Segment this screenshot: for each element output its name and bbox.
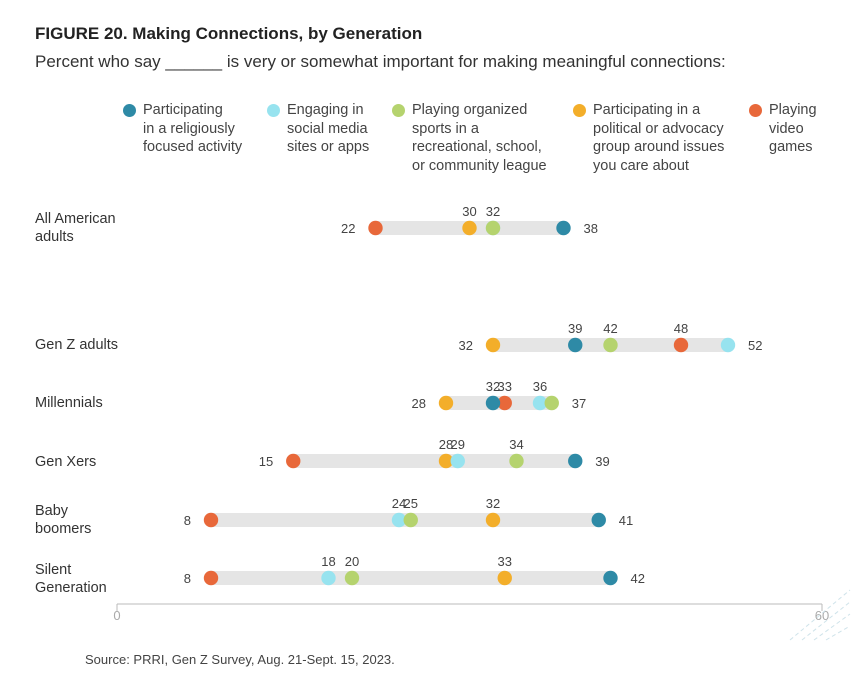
dot-social [720, 337, 736, 353]
data-label-political: 28 [439, 437, 453, 452]
row-label-gen-xers: Gen Xers [35, 454, 97, 470]
dot-political [497, 570, 512, 586]
row-label-millennials: Millennials [35, 395, 103, 411]
dot-social [391, 512, 407, 528]
dot-games [497, 395, 512, 411]
data-label-sports: 42 [603, 321, 617, 336]
x-tick-label: 0 [113, 608, 120, 623]
legend-item-social: Engaging in social media sites or apps [267, 101, 370, 157]
dot-political [438, 453, 454, 469]
legend-item-sports: Playing organized sports in a recreation… [392, 101, 547, 175]
legend-label-political: Participating in a political or advocacy… [593, 102, 725, 174]
data-label-religious: 32 [486, 379, 500, 394]
data-label-min: 15 [259, 454, 273, 469]
data-label-min: 8 [184, 513, 191, 528]
data-label-sports: 25 [404, 496, 418, 511]
legend-dot-games [749, 104, 762, 117]
data-label-max: 41 [619, 513, 633, 528]
dot-social [532, 395, 548, 411]
data-label-political: 30 [462, 204, 476, 219]
chart-subtitle: Percent who say ______ is very or somewh… [35, 52, 726, 71]
dot-religious [591, 512, 606, 528]
data-label-religious: 39 [568, 321, 582, 336]
row-label-baby-boomers: Baby boomers [35, 503, 92, 537]
legend-label-games: Playing video games [769, 102, 817, 155]
dot-religious [556, 220, 571, 236]
data-label-max: 52 [748, 338, 762, 353]
dot-political [462, 220, 477, 236]
dot-religious [568, 337, 583, 353]
legend-dot-sports [392, 104, 405, 117]
legend-item-religious: Participating in a religiously focused a… [123, 101, 243, 157]
row-label-gen-z-adults: Gen Z adults [35, 337, 119, 353]
data-label-max: 39 [595, 454, 609, 469]
data-label-political: 33 [498, 554, 512, 569]
decorative-line [801, 601, 851, 641]
legend-item-political: Participating in a political or advocacy… [573, 101, 725, 175]
dot-games [368, 220, 383, 236]
dot-religious [568, 453, 583, 469]
dot-sports [485, 220, 501, 236]
data-label-max: 37 [572, 396, 586, 411]
data-label-social: 24 [392, 496, 406, 511]
data-label-max: 38 [584, 221, 598, 236]
dot-games [203, 570, 219, 586]
dot-sports [544, 395, 559, 411]
dot-political [438, 395, 454, 411]
legend-label-religious: Participating in a religiously focused a… [143, 102, 243, 155]
dot-sports [344, 570, 360, 586]
dot-games [286, 453, 301, 469]
data-label-political: 32 [486, 496, 500, 511]
data-label-social: 29 [451, 437, 465, 452]
dot-religious [603, 570, 618, 586]
dot-social [450, 453, 465, 469]
dot-political [485, 337, 501, 353]
legend-dot-social [267, 104, 280, 117]
decorative-line [813, 613, 851, 641]
data-label-social: 32 [486, 204, 500, 219]
data-label-min: 28 [412, 396, 426, 411]
dot-political [485, 512, 501, 528]
dot-games [673, 337, 689, 353]
legend-label-sports: Playing organized sports in a recreation… [412, 102, 547, 174]
data-label-max: 42 [631, 571, 645, 586]
x-tick-label: 60 [815, 608, 829, 623]
legend-label-social: Engaging in social media sites or apps [287, 102, 370, 155]
data-label-sports: 20 [345, 554, 359, 569]
data-label-social: 36 [533, 379, 547, 394]
dot-religious [485, 395, 501, 411]
dot-sports [403, 512, 418, 528]
source-note: Source: PRRI, Gen Z Survey, Aug. 21-Sept… [85, 652, 395, 667]
data-label-games: 48 [674, 321, 688, 336]
decorative-line [825, 625, 851, 641]
data-label-min: 22 [341, 221, 355, 236]
decorative-line [789, 589, 851, 641]
row-label-silent-generation: Silent Generation [35, 562, 107, 596]
row-label-all-american-adults: All American adults [35, 211, 116, 245]
dot-sports [509, 453, 524, 469]
dot-sports [603, 337, 618, 353]
chart-title: FIGURE 20. Making Connections, by Genera… [35, 24, 423, 43]
data-label-min: 32 [459, 338, 473, 353]
data-label-sports: 34 [509, 437, 523, 452]
data-label-games: 33 [498, 379, 512, 394]
legend-dot-religious [123, 104, 136, 117]
data-label-social: 18 [321, 554, 335, 569]
data-label-min: 8 [184, 571, 191, 586]
dot-social [321, 570, 336, 586]
legend-item-games: Playing video games [749, 101, 817, 157]
legend-dot-political [573, 104, 586, 117]
dot-games [203, 512, 219, 528]
